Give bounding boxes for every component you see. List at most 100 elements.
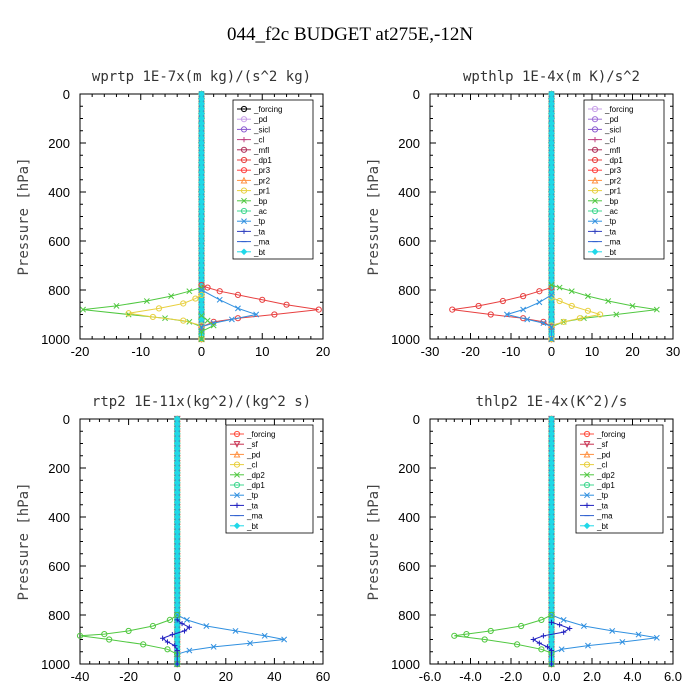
data-point: [164, 646, 171, 653]
legend-marker: [233, 481, 241, 489]
legend-box: [575, 424, 664, 534]
data-point: [281, 636, 288, 643]
data-point: [140, 641, 147, 648]
legend: _forcing_sf_pd _cl_dp2_dp1_tp_ta _ma_bt: [225, 424, 314, 534]
legend-marker: [592, 137, 598, 143]
data-point: [605, 298, 612, 304]
legend-entry: _ta: [246, 501, 259, 510]
data-point: [203, 623, 210, 629]
series-line: [201, 289, 259, 339]
data-point: [164, 639, 171, 645]
panel-title: wpthlp 1E-4x(m K)/s^2: [463, 69, 640, 85]
legend-entry: _bt: [604, 248, 617, 257]
legend-marker: [583, 461, 591, 468]
legend-entry: _pr2: [604, 176, 622, 185]
x-tick-label: 0: [198, 344, 205, 359]
legend-entry: _forcing: [253, 105, 282, 114]
data-point: [174, 617, 180, 623]
data-point: [210, 643, 217, 650]
data-point: [530, 636, 536, 643]
legend-marker: [240, 207, 248, 215]
legend-entry: _dp1: [246, 481, 265, 490]
data-point: [548, 647, 555, 654]
y-tick-label: 200: [398, 461, 420, 476]
data-point: [548, 291, 555, 298]
data-point: [210, 318, 217, 325]
data-point: [198, 291, 205, 298]
legend-marker: [591, 248, 599, 256]
data-point: [234, 315, 242, 322]
y-tick-label: 1000: [391, 657, 420, 672]
data-point: [113, 302, 120, 309]
y-tick-label: 1000: [41, 657, 70, 672]
legend-marker: [241, 218, 247, 225]
data-point: [166, 616, 174, 624]
x-tick-label: 60: [316, 669, 330, 684]
series-line: [82, 287, 202, 339]
legend-marker: [240, 176, 248, 184]
legend-entry: _pr2: [253, 176, 271, 185]
legend-marker: [241, 228, 247, 234]
legend-entry: _tp: [604, 217, 617, 226]
y-axis-label: Pressure [hPa]: [366, 157, 382, 275]
series-line: [452, 287, 552, 339]
data-point: [232, 627, 239, 634]
y-axis-label: Pressure [hPa]: [16, 157, 32, 275]
data-point: [499, 297, 506, 305]
series-bt: [173, 415, 181, 668]
data-point: [174, 661, 180, 667]
x-tick-label: 2.0: [583, 669, 601, 684]
data-point: [106, 636, 113, 643]
legend-marker: [240, 156, 248, 164]
data-point: [653, 306, 660, 313]
data-point: [449, 306, 456, 313]
y-tick-label: 400: [398, 510, 420, 525]
legend-marker: [591, 146, 599, 153]
series-line: [201, 284, 319, 339]
data-point: [198, 312, 205, 319]
data-point: [169, 632, 175, 638]
legend-marker: [583, 430, 591, 438]
data-point: [186, 288, 193, 295]
data-point: [561, 629, 567, 635]
data-point: [544, 644, 551, 650]
legend-box: [225, 424, 314, 534]
chart-panel-2: wpthlp 1E-4x(m K)/s^2 Pressure [hPa] -30 -2…: [366, 69, 680, 359]
series-bt: [548, 415, 555, 668]
x-tick-label: 20: [625, 344, 639, 359]
data-point: [548, 661, 555, 667]
data-point: [143, 298, 150, 304]
legend-entry: _tp: [246, 491, 259, 500]
data-point: [261, 632, 268, 639]
x-tick-label: 10: [255, 344, 269, 359]
data-point: [548, 336, 555, 342]
data-point: [513, 641, 521, 648]
y-tick-label: 800: [398, 283, 420, 298]
data-point: [548, 619, 555, 625]
data-point: [160, 635, 166, 641]
series-profile-18: [503, 291, 555, 342]
data-point: [503, 311, 510, 318]
data-point: [560, 616, 567, 623]
data-point: [198, 323, 205, 330]
legend-entry: _sf: [246, 440, 258, 449]
legend-marker: [591, 207, 599, 215]
y-tick-label: 600: [398, 559, 420, 574]
legend-entry: _cl: [246, 461, 257, 470]
legend-entry: _pd: [246, 450, 260, 459]
legend-entry: _mfl: [253, 146, 269, 155]
series-profile-18: [198, 287, 260, 342]
x-tick-label: -20: [461, 344, 480, 359]
series-profile-11: [76, 611, 181, 668]
legend-entry: _sicl: [253, 125, 270, 134]
legend-entry: _forcing: [246, 430, 275, 439]
series-line: [551, 284, 657, 339]
data-point: [234, 291, 242, 298]
data-point: [210, 322, 217, 329]
data-point: [259, 296, 266, 303]
data-point: [536, 299, 543, 306]
x-tick-label: -2.0: [500, 669, 522, 684]
y-tick-label: 200: [48, 136, 70, 151]
legend-entry: _ma: [253, 238, 270, 247]
data-point: [186, 647, 193, 654]
